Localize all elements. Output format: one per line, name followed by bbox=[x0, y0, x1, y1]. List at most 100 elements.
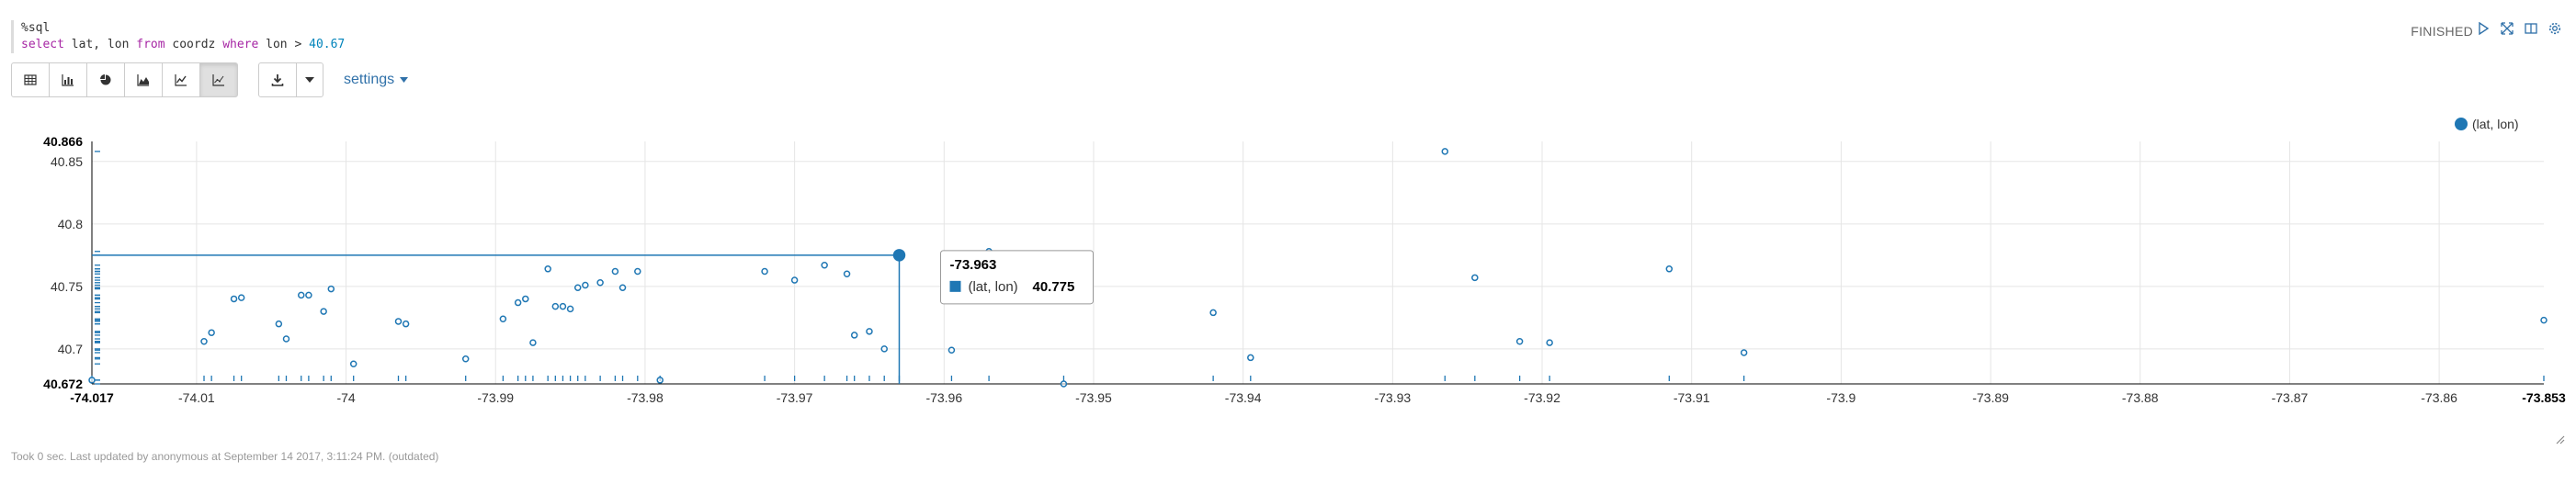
area-chart-icon bbox=[137, 74, 149, 86]
code-line: %sql bbox=[21, 20, 345, 37]
data-point bbox=[634, 267, 641, 276]
data-point bbox=[282, 335, 290, 343]
data-point bbox=[499, 315, 507, 322]
chart-type-buttons bbox=[11, 62, 238, 97]
data-point bbox=[790, 276, 799, 284]
data-point bbox=[88, 377, 96, 384]
y-tick-label: 40.85 bbox=[51, 154, 83, 169]
y-min-label: 40.672 bbox=[43, 377, 83, 391]
data-point bbox=[230, 295, 238, 303]
data-point bbox=[349, 360, 357, 367]
data-point bbox=[866, 328, 873, 335]
resize-handle[interactable] bbox=[2556, 433, 2565, 449]
data-point bbox=[1740, 349, 1748, 356]
data-point bbox=[880, 345, 888, 353]
pie-chart-button[interactable] bbox=[86, 62, 125, 97]
data-point bbox=[1546, 339, 1553, 346]
tooltip-series-label: (lat, lon) bbox=[968, 279, 1017, 295]
x-tick-label: -73.91 bbox=[1674, 390, 1710, 405]
gear-icon[interactable] bbox=[2548, 22, 2561, 35]
line-chart-button[interactable] bbox=[162, 62, 200, 97]
data-point bbox=[821, 261, 828, 269]
x-tick-label: -73.92 bbox=[1524, 390, 1560, 405]
download-group bbox=[258, 62, 323, 97]
x-tick-label: -73.87 bbox=[2272, 390, 2309, 405]
caret-down-icon bbox=[400, 77, 409, 83]
code-line: select lat, lon from coordz where lon > … bbox=[21, 37, 345, 53]
paragraph-controls bbox=[2477, 22, 2561, 35]
x-tick-label: -74.01 bbox=[178, 390, 215, 405]
download-button[interactable] bbox=[258, 62, 297, 97]
x-tick-label: -74 bbox=[336, 390, 355, 405]
caret-down-icon bbox=[305, 77, 314, 83]
data-point bbox=[1247, 354, 1254, 362]
code-token: from bbox=[136, 38, 165, 51]
data-point bbox=[656, 377, 664, 384]
data-point bbox=[461, 355, 470, 363]
data-point bbox=[566, 305, 574, 313]
data-point bbox=[529, 339, 537, 346]
visualization-toolbar: settings bbox=[11, 62, 409, 97]
data-point bbox=[948, 346, 956, 355]
data-point bbox=[1441, 148, 1449, 155]
code-token: coordz bbox=[165, 38, 223, 51]
table-icon bbox=[24, 74, 37, 85]
data-point bbox=[394, 318, 403, 325]
bar-chart-icon bbox=[62, 74, 74, 86]
settings-dropdown[interactable]: settings bbox=[344, 72, 409, 88]
data-point bbox=[298, 291, 305, 299]
data-point bbox=[522, 295, 529, 303]
settings-label: settings bbox=[344, 72, 395, 87]
area-chart-button[interactable] bbox=[124, 62, 163, 97]
x-min-label: -74.017 bbox=[70, 390, 114, 405]
x-tick-label: -73.88 bbox=[2122, 390, 2159, 405]
status-label: FINISHED bbox=[2411, 24, 2473, 39]
data-point bbox=[514, 298, 522, 307]
data-point bbox=[237, 294, 245, 301]
bar-chart-button[interactable] bbox=[49, 62, 87, 97]
data-point bbox=[1209, 309, 1217, 317]
scatter-chart[interactable]: -74.01 -74 -73.99 -73.98 -73.97 -73.96 -73.95 -… bbox=[0, 110, 2576, 413]
data-point bbox=[402, 320, 410, 328]
data-point bbox=[618, 284, 627, 291]
data-point bbox=[208, 329, 215, 336]
data-point bbox=[544, 265, 551, 273]
code-token: select bbox=[21, 38, 64, 51]
download-icon bbox=[271, 74, 284, 86]
legend-label: (lat, lon) bbox=[2472, 117, 2519, 131]
download-dropdown-button[interactable] bbox=[296, 62, 323, 97]
data-point bbox=[551, 302, 560, 310]
x-tick-label: -73.97 bbox=[777, 390, 813, 405]
data-point bbox=[611, 267, 619, 276]
tooltip-series-swatch bbox=[949, 280, 961, 292]
x-tick-label: -73.94 bbox=[1225, 390, 1262, 405]
data-point bbox=[305, 291, 312, 299]
data-point bbox=[1471, 274, 1479, 282]
x-tick-label: -73.98 bbox=[627, 390, 664, 405]
run-icon[interactable] bbox=[2477, 22, 2490, 35]
paragraph-footer: Took 0 sec. Last updated by anonymous at… bbox=[11, 450, 439, 463]
data-point bbox=[850, 332, 858, 339]
code-token: 40.67 bbox=[309, 38, 346, 51]
code-token: where bbox=[222, 38, 259, 51]
pie-chart-icon bbox=[100, 74, 111, 85]
data-point bbox=[320, 308, 327, 315]
data-point bbox=[1060, 380, 1068, 388]
y-tick-label: 40.7 bbox=[58, 342, 83, 356]
x-tick-label: -73.9 bbox=[1826, 390, 1855, 405]
expand-icon[interactable] bbox=[2501, 22, 2514, 35]
scatter-chart-icon bbox=[212, 74, 224, 86]
x-tick-label: -73.99 bbox=[477, 390, 514, 405]
scatter-chart-button[interactable] bbox=[199, 62, 238, 97]
table-button[interactable] bbox=[11, 62, 50, 97]
book-icon[interactable] bbox=[2525, 22, 2537, 35]
data-point bbox=[559, 302, 567, 310]
data-point bbox=[843, 270, 851, 277]
x-tick-label: -73.89 bbox=[1972, 390, 2009, 405]
x-tick-label: -73.96 bbox=[925, 390, 962, 405]
data-point bbox=[2540, 316, 2548, 324]
legend-swatch bbox=[2455, 118, 2468, 130]
data-point bbox=[1665, 265, 1674, 273]
code-editor[interactable]: %sql select lat, lon from coordz where lo… bbox=[11, 20, 345, 53]
